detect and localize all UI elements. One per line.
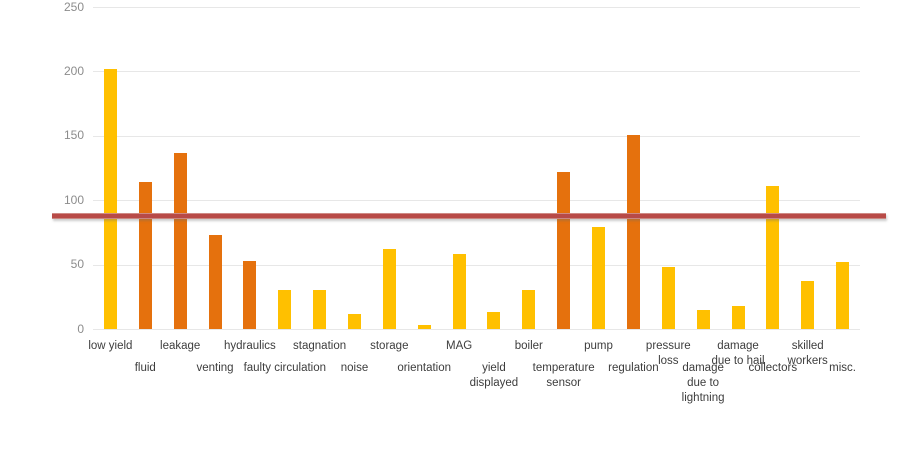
x-axis-label: damage due to hail bbox=[711, 340, 765, 367]
x-axis-label: yield displayed bbox=[469, 362, 519, 389]
x-axis-label: stagnation bbox=[293, 340, 347, 352]
y-axis-tick-label: 100 bbox=[63, 193, 84, 207]
bar-stagnation bbox=[313, 290, 327, 329]
gridline bbox=[93, 71, 860, 72]
bar-temperature-sensor bbox=[557, 171, 571, 329]
reference-line bbox=[52, 213, 886, 220]
x-axis-label: fluid bbox=[134, 362, 156, 374]
bar-mag bbox=[452, 254, 466, 329]
gridline bbox=[93, 7, 860, 8]
y-axis-tick-label: 250 bbox=[63, 0, 84, 14]
x-axis-label: hydraulics bbox=[224, 340, 276, 352]
gridline bbox=[93, 136, 860, 137]
gridline bbox=[93, 265, 860, 266]
bar-yield-displayed bbox=[487, 312, 501, 329]
x-axis-label: boiler bbox=[514, 340, 543, 352]
x-axis-label: pressure loss bbox=[645, 340, 691, 367]
y-axis-tick-label: 50 bbox=[70, 257, 84, 271]
bar-venting bbox=[208, 235, 222, 329]
bar-storage bbox=[382, 249, 396, 329]
x-axis-label: damage due to lightning bbox=[681, 362, 725, 404]
x-axis-label: noise bbox=[340, 362, 369, 374]
bar-fluid bbox=[138, 182, 152, 329]
bar-boiler bbox=[522, 290, 536, 329]
x-axis-label: temperature sensor bbox=[532, 362, 595, 389]
bar-orientation bbox=[417, 325, 431, 329]
bar-pressure-loss bbox=[661, 267, 675, 329]
bar-damage-due-to-lightning bbox=[696, 309, 710, 329]
y-axis-tick-label: 0 bbox=[77, 322, 84, 336]
bar-skilled-workers bbox=[801, 281, 815, 329]
y-axis-tick-label: 150 bbox=[63, 128, 84, 142]
gridline bbox=[93, 200, 860, 201]
x-axis-label: regulation bbox=[608, 362, 659, 374]
x-axis-label: pump bbox=[584, 340, 613, 352]
bar-pump bbox=[592, 227, 605, 329]
x-axis-label: orientation bbox=[397, 362, 452, 374]
x-axis-label: low yield bbox=[88, 340, 133, 352]
x-axis-label: faulty circulation bbox=[243, 362, 327, 374]
bar-regulation bbox=[626, 134, 640, 329]
bar-hydraulics bbox=[243, 260, 257, 329]
x-axis-label: storage bbox=[370, 340, 409, 352]
x-axis-label: misc. bbox=[829, 362, 857, 374]
bar-noise bbox=[348, 313, 361, 329]
x-axis-label: collectors bbox=[748, 362, 798, 374]
y-axis-tick-label: 200 bbox=[63, 64, 84, 78]
gridline bbox=[93, 329, 860, 330]
x-axis-label: MAG bbox=[445, 340, 473, 352]
bar-faulty-circulation bbox=[278, 290, 292, 329]
bar-leakage bbox=[173, 152, 187, 329]
bar-collectors bbox=[766, 186, 780, 329]
bar-low-yield bbox=[103, 68, 117, 329]
x-axis-label: skilled workers bbox=[787, 340, 828, 367]
bar-damage-due-to-hail bbox=[731, 305, 745, 329]
x-axis-label: leakage bbox=[160, 340, 201, 352]
bar-misc- bbox=[836, 262, 850, 329]
x-axis-label: venting bbox=[196, 362, 234, 374]
